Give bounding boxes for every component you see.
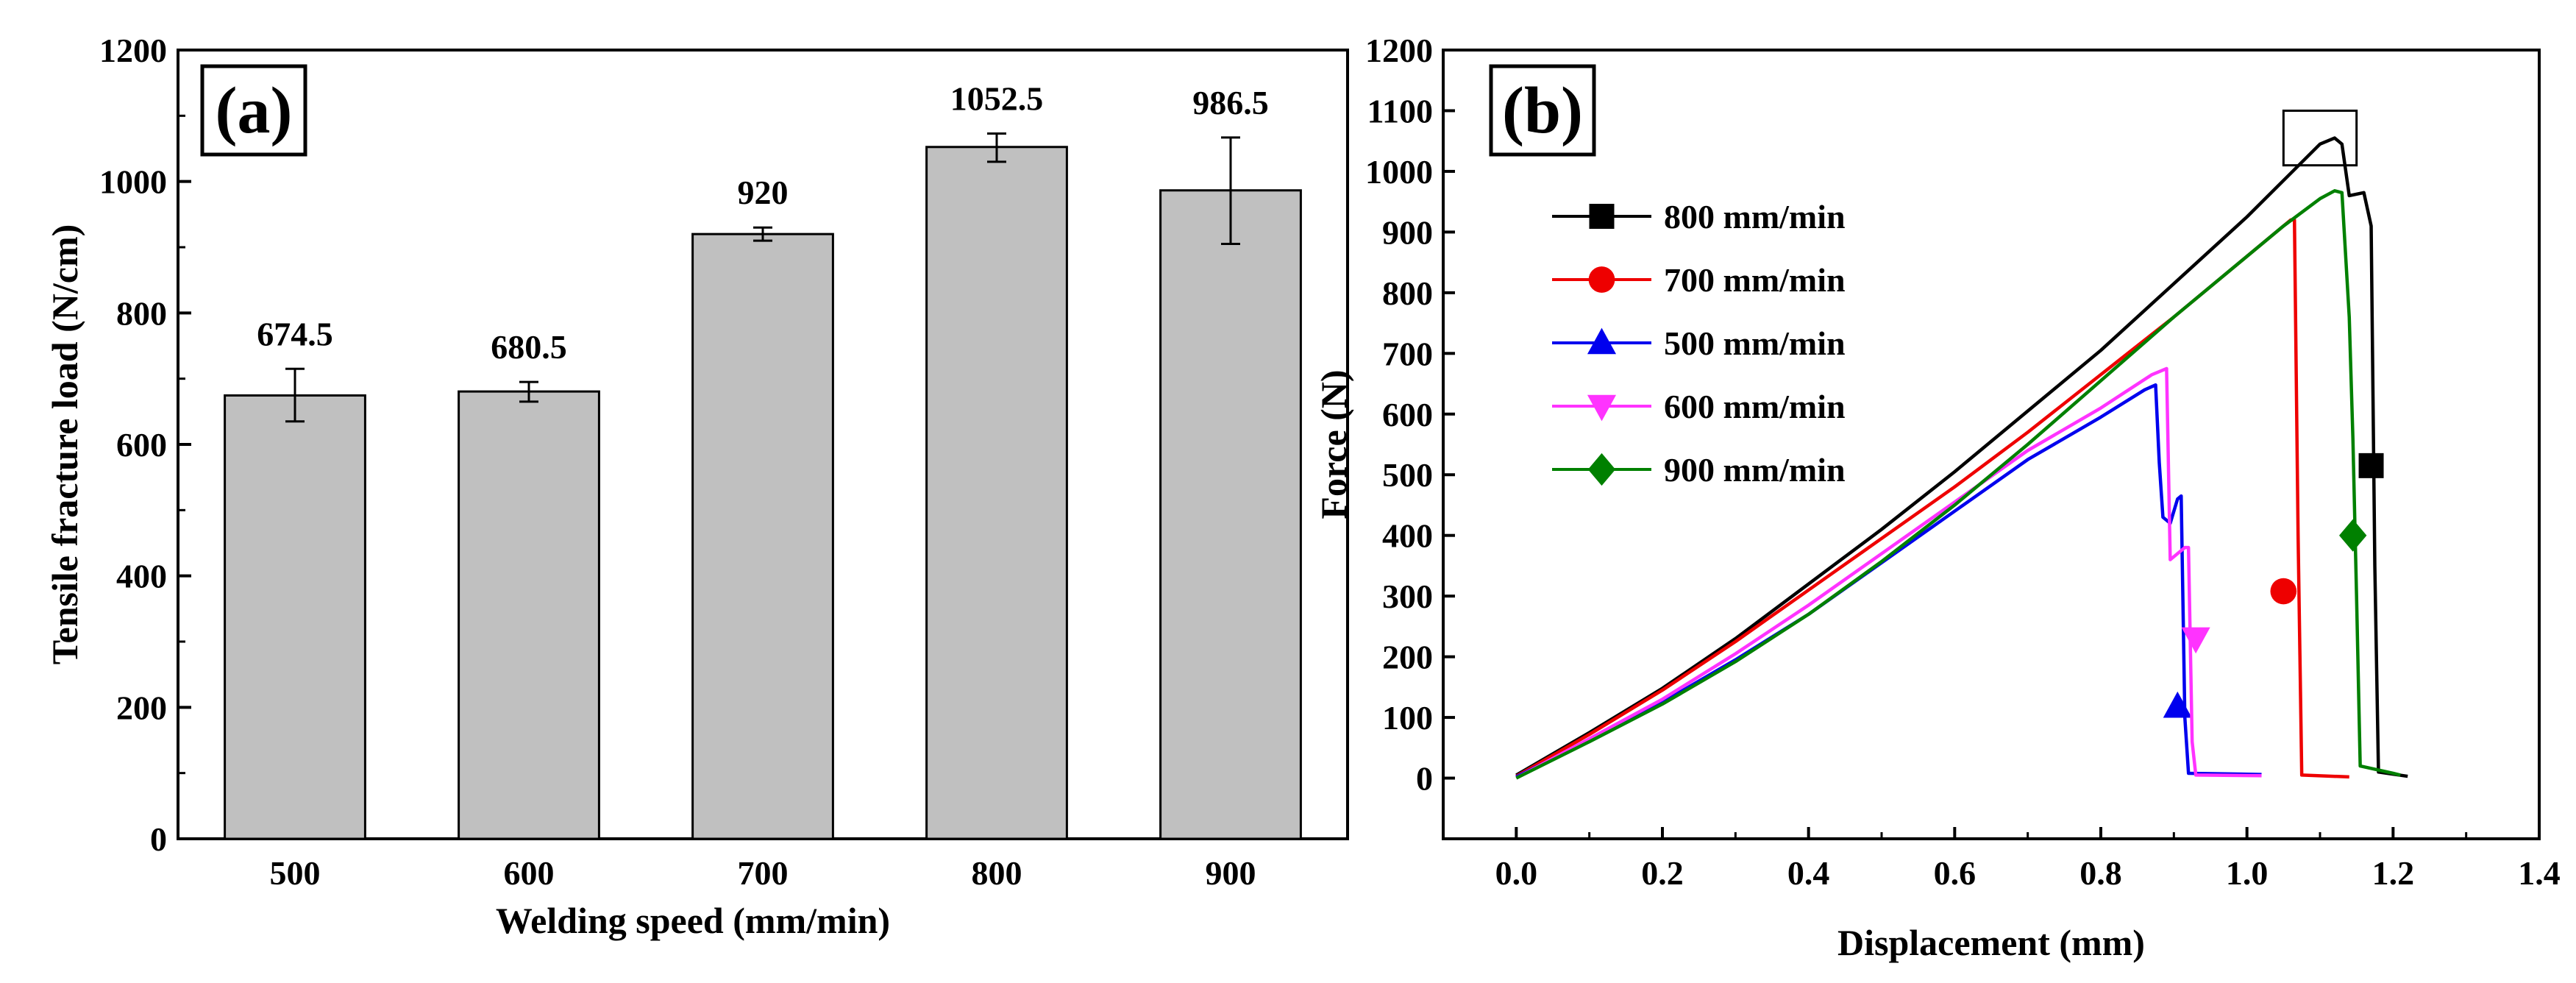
- panel-b-x-tick-label: 0.8: [2079, 854, 2122, 892]
- legend-label-800: 800 mm/min: [1664, 198, 1846, 235]
- panel-a-y-tick-label: 800: [116, 294, 167, 332]
- series-line-600: [1515, 366, 2262, 780]
- bar-value-label: 986.5: [1192, 84, 1269, 121]
- panel-b-y-axis-label: Force (N): [1313, 369, 1354, 519]
- panel-a-x-tick-label: 500: [270, 854, 321, 892]
- panel-a-y-axis-label: Tensile fracture load (N/cm): [44, 224, 85, 665]
- panel-b-axes: 0 100 200 300 400 500 600 700 800 900 1000 1100 1200…: [1365, 32, 2561, 892]
- panel-b-y-tick-label: 500: [1382, 456, 1433, 494]
- bar-value-label: 680.5: [491, 328, 567, 366]
- panel-a-label: (a): [216, 74, 293, 147]
- panel-b-x-tick-label: 0.0: [1495, 854, 1538, 892]
- legend-marker-800: [1589, 204, 1615, 229]
- legend-marker-900: [1587, 453, 1616, 486]
- panel-b-y-tick-label: 300: [1382, 578, 1433, 615]
- panel-b-y-tick-label: 700: [1382, 335, 1433, 372]
- panel-b-y-tick-label: 1200: [1365, 32, 1433, 69]
- series-marker-800: [2358, 453, 2384, 478]
- series-line-700: [1515, 218, 2349, 779]
- panel-b-x-tick-label: 1.2: [2372, 854, 2415, 892]
- series-marker-700: [2270, 578, 2297, 605]
- panel-a-bar-chart: 0 200 400 600 800 1000 1200 500 674.5 600 680.5 700…: [44, 32, 1349, 941]
- legend-label-500: 500 mm/min: [1664, 324, 1846, 362]
- panel-a-y-tick-label: 1200: [99, 32, 167, 69]
- bar-value-label: 1052.5: [950, 79, 1044, 117]
- panel-a-y-tick-label: 1000: [99, 163, 167, 201]
- panel-a-x-axis-label: Welding speed (mm/min): [496, 900, 890, 941]
- panel-a-x-tick-label: 900: [1206, 854, 1256, 892]
- panel-b-y-tick-label: 0: [1416, 760, 1433, 798]
- panel-b-label-box: (b): [1489, 64, 1596, 157]
- series-marker-600: [2181, 627, 2210, 654]
- panel-a-x-tick-label: 600: [504, 854, 555, 892]
- panel-b-y-tick-label: 600: [1382, 396, 1433, 433]
- panel-b-plot-frame: [1442, 49, 2541, 840]
- bar-600: [458, 390, 600, 840]
- panel-a-y-tick-label: 200: [116, 689, 167, 726]
- panel-b-x-axis-label: Displacement (mm): [1837, 922, 2145, 963]
- bar-900: [1159, 189, 1302, 840]
- panel-b-legend: 800 mm/min 700 mm/min 500 mm/min 600 mm/min…: [1552, 198, 1846, 489]
- panel-a-text: 0 200 400 600 800 1000 1200 500 674.5 600 680.5 700…: [99, 32, 1269, 892]
- panel-a-y-tick-label: 400: [116, 558, 167, 595]
- series-marker-900: [2339, 519, 2367, 552]
- panel-a-y-tick-label: 600: [116, 426, 167, 464]
- panel-b-y-tick-label: 1100: [1367, 92, 1433, 129]
- panel-b-y-tick-label: 1000: [1365, 153, 1433, 191]
- series-marker-500: [2163, 691, 2192, 718]
- bar-value-label: 920: [738, 174, 789, 211]
- legend-marker-600: [1587, 394, 1617, 422]
- series-line-800: [1515, 136, 2408, 778]
- panel-b-x-tick-label: 1.0: [2226, 854, 2269, 892]
- panel-b-x-tick-label: 0.2: [1641, 854, 1684, 892]
- panel-b-y-tick-label: 400: [1382, 517, 1433, 555]
- legend-label-700: 700 mm/min: [1664, 261, 1846, 299]
- panel-b-x-tick-label: 1.4: [2518, 854, 2561, 892]
- panel-a-bars: [224, 132, 1302, 840]
- peak-highlight-box: [2282, 109, 2358, 167]
- panel-b-x-tick-label: 0.6: [1934, 854, 1977, 892]
- legend-label-900: 900 mm/min: [1664, 451, 1846, 489]
- panel-b-x-tick-label: 0.4: [1787, 854, 1830, 892]
- panel-b-y-tick-label: 900: [1382, 213, 1433, 251]
- panel-b-series: [1515, 109, 2408, 780]
- panel-b-line-chart: 0 100 200 300 400 500 600 700 800 900 1000 1100 1200…: [1313, 32, 2561, 963]
- legend-label-600: 600 mm/min: [1664, 388, 1846, 425]
- bar-value-label: 674.5: [257, 315, 333, 352]
- panel-b-y-tick-label: 100: [1382, 699, 1433, 737]
- bar-500: [224, 394, 366, 840]
- legend-marker-700: [1588, 266, 1615, 293]
- panel-a-x-tick-label: 700: [738, 854, 789, 892]
- panel-a-label-box: (a): [200, 64, 307, 157]
- panel-b-label: (b): [1502, 74, 1583, 147]
- panel-a-x-tick-label: 800: [972, 854, 1022, 892]
- bar-700: [691, 233, 834, 840]
- bar-800: [925, 146, 1068, 840]
- legend-marker-500: [1587, 327, 1617, 355]
- panel-b-y-tick-label: 200: [1382, 639, 1433, 676]
- panel-a-y-tick-label: 0: [150, 820, 167, 858]
- panel-b-y-tick-label: 800: [1382, 274, 1433, 312]
